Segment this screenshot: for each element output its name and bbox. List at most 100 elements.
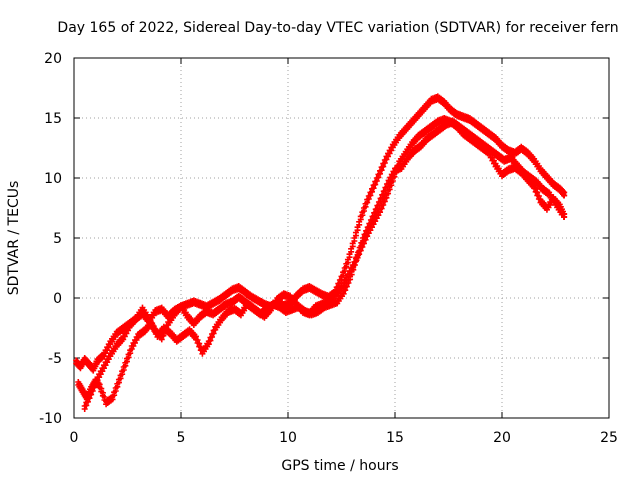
- data-point: [161, 329, 168, 336]
- data-point: [86, 395, 93, 402]
- data-point: [210, 330, 217, 337]
- data-point: [122, 362, 129, 369]
- data-point: [351, 238, 358, 244]
- data-point: [342, 287, 349, 294]
- x-tick-label: 20: [493, 430, 511, 446]
- data-point: [377, 170, 384, 177]
- series-track-c: [81, 115, 568, 412]
- data-point: [393, 169, 400, 176]
- y-tick-label: -5: [48, 351, 62, 367]
- series-track-a: [73, 93, 568, 374]
- data-point: [352, 258, 359, 265]
- data-point: [109, 396, 116, 403]
- data-point: [360, 208, 367, 214]
- data-point: [81, 406, 88, 412]
- data-point: [362, 203, 369, 210]
- data-point: [360, 240, 367, 247]
- x-tick-label: 15: [386, 430, 404, 446]
- data-point: [158, 336, 165, 343]
- data-point: [88, 391, 95, 398]
- data-point: [389, 178, 396, 184]
- data-point: [349, 243, 356, 250]
- data-point: [125, 354, 132, 361]
- data-point: [351, 262, 358, 268]
- data-point: [364, 199, 371, 206]
- data-point: [378, 167, 385, 174]
- data-point: [207, 337, 214, 344]
- data-point: [357, 216, 364, 223]
- data-point: [561, 192, 568, 199]
- data-point: [346, 254, 353, 261]
- data-point: [383, 194, 390, 201]
- x-tick-label: 25: [600, 430, 618, 446]
- y-tick-label: 15: [44, 111, 62, 127]
- data-point: [367, 192, 374, 199]
- data-point: [388, 182, 395, 189]
- data-point: [112, 388, 119, 394]
- x-tick-label: 5: [177, 430, 186, 446]
- data-point: [160, 332, 167, 339]
- data-point: [378, 205, 385, 212]
- data-point: [89, 388, 96, 394]
- data-point: [381, 160, 388, 166]
- data-point: [119, 371, 126, 378]
- data-point: [115, 379, 122, 386]
- data-point: [380, 202, 387, 208]
- data-point: [372, 181, 379, 188]
- data-point: [83, 402, 90, 409]
- data-point: [348, 248, 355, 255]
- data-point: [123, 358, 130, 365]
- data-point: [354, 254, 361, 261]
- data-point: [356, 251, 363, 258]
- x-axis-label: GPS time / hours: [281, 458, 398, 474]
- x-tick-label: 10: [279, 430, 297, 446]
- data-point: [127, 350, 134, 357]
- data-point: [359, 244, 366, 250]
- grid-lines: [74, 58, 609, 418]
- data-point: [205, 341, 212, 348]
- data-point: [391, 173, 398, 180]
- data-point: [359, 212, 366, 219]
- y-tick-label: -10: [39, 411, 62, 427]
- data-point: [344, 259, 351, 266]
- data-point: [352, 232, 359, 239]
- y-tick-label: 5: [53, 231, 62, 247]
- y-tick-label: 20: [44, 51, 62, 67]
- data-point: [340, 272, 347, 279]
- data-point: [84, 398, 91, 405]
- data-point: [386, 186, 393, 193]
- y-tick-label: 0: [53, 291, 62, 307]
- data-point: [91, 384, 98, 391]
- data-point: [163, 325, 170, 332]
- data-point: [357, 247, 364, 254]
- data-point: [354, 227, 361, 234]
- data-point: [209, 334, 216, 340]
- chart-title: Day 165 of 2022, Sidereal Day-to-day VTE…: [57, 20, 618, 36]
- data-point: [340, 290, 347, 297]
- data-point: [385, 190, 392, 197]
- data-point: [120, 367, 127, 373]
- data-point: [111, 392, 118, 399]
- data-point: [368, 188, 375, 195]
- data-points: [73, 93, 568, 412]
- data-point: [561, 214, 568, 220]
- data-point: [114, 383, 121, 390]
- data-point: [356, 221, 363, 228]
- data-point: [343, 263, 350, 270]
- data-point: [365, 196, 372, 202]
- y-tick-label: 10: [44, 171, 62, 187]
- data-point: [92, 380, 99, 387]
- data-point: [375, 174, 382, 181]
- data-point: [373, 178, 380, 184]
- data-point: [377, 209, 384, 216]
- x-tick-label: 0: [70, 430, 79, 446]
- data-point: [362, 236, 369, 243]
- axis-ticks: 0 5 10 15 20 25 -10 -5 0 5 10 15 20: [39, 51, 618, 446]
- data-point: [370, 185, 377, 192]
- data-point: [394, 165, 401, 172]
- data-point: [117, 375, 124, 382]
- data-point: [381, 198, 388, 205]
- data-point: [380, 163, 387, 170]
- y-axis-label: SDTVAR / TECUs: [6, 181, 22, 296]
